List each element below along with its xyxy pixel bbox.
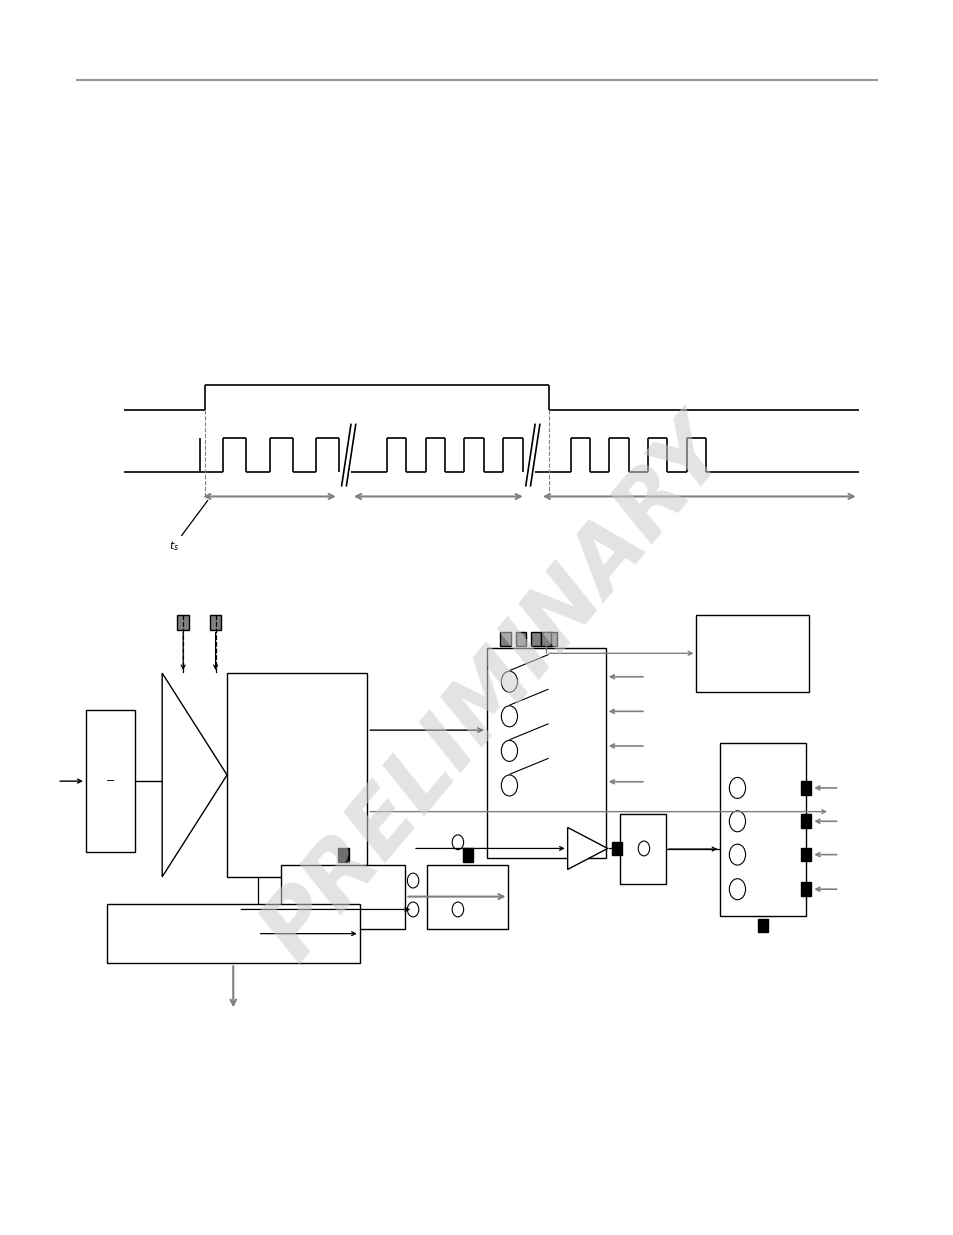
Circle shape [501,740,517,761]
Circle shape [501,776,517,797]
Bar [540,632,551,646]
Bar [210,615,221,630]
Bar [531,632,541,646]
Bar [800,882,810,897]
Bar [427,864,508,929]
Circle shape [728,810,745,832]
Bar [696,615,808,692]
Bar [720,743,805,916]
Circle shape [638,841,649,856]
Polygon shape [162,673,227,877]
Bar [499,632,511,646]
Circle shape [728,879,745,899]
Bar [757,919,768,932]
Bar [462,848,473,862]
Circle shape [452,902,463,916]
Bar [486,648,605,858]
Bar [800,782,810,795]
Text: $t_s$: $t_s$ [170,538,179,553]
Bar [337,848,349,862]
Bar [612,842,622,855]
Bar [545,632,557,646]
Text: PRELIMINARY: PRELIMINARY [246,406,745,977]
Bar [800,847,810,862]
Circle shape [728,845,745,864]
Circle shape [407,873,418,888]
Bar [177,615,189,630]
Circle shape [501,706,517,726]
Bar [516,632,526,646]
Bar [227,673,367,877]
Bar [619,814,665,884]
Polygon shape [567,827,607,869]
Circle shape [452,835,463,850]
Bar [107,904,359,963]
Text: −: − [106,776,115,787]
Circle shape [407,902,418,916]
Bar [800,815,810,827]
Circle shape [728,778,745,799]
Bar [86,710,135,852]
Bar [281,864,405,929]
Circle shape [501,672,517,692]
